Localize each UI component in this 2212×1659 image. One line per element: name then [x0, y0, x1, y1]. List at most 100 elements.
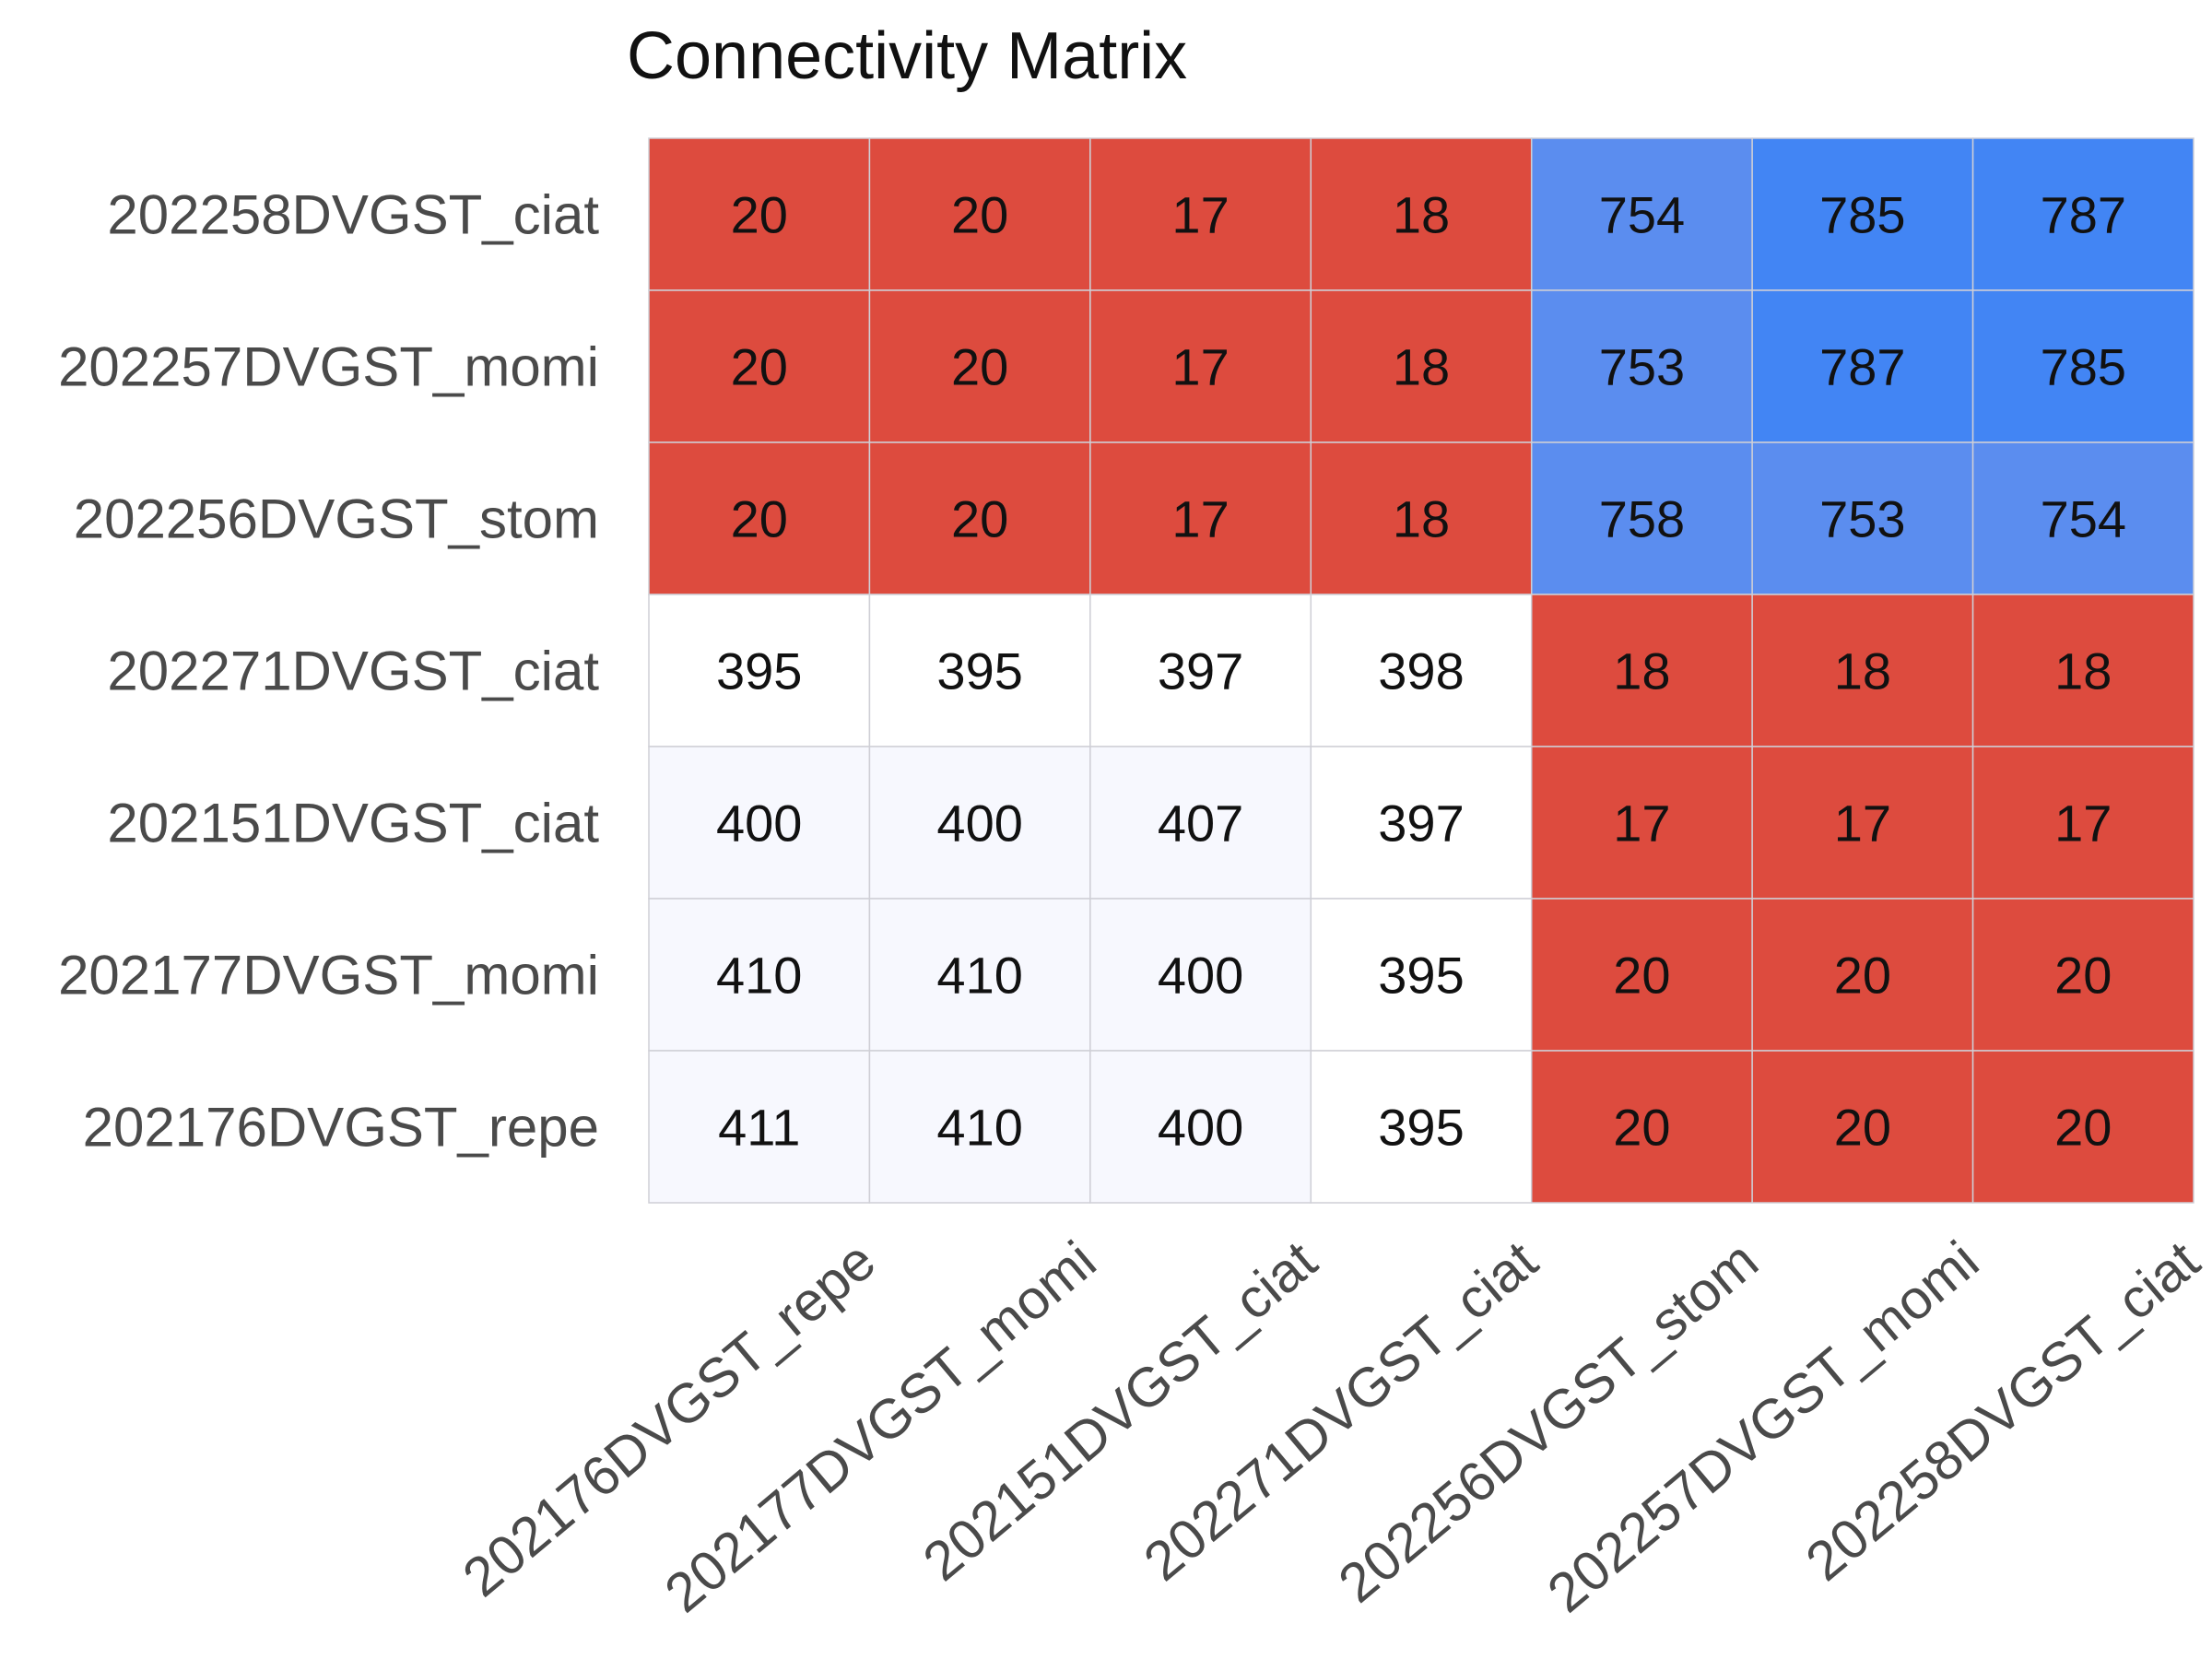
y-tick-label: 202256DVGST_stom [74, 488, 599, 550]
y-tick-label: 202176DVGST_repe [83, 1097, 599, 1159]
cell-value-label: 18 [1613, 642, 1670, 700]
x-tick-label: 202257DVGST_momi [1536, 1230, 1991, 1625]
cell-value-label: 20 [1834, 1099, 1891, 1157]
cell-value-label: 20 [731, 338, 788, 396]
heatmap-cell [868, 594, 1091, 747]
heatmap-cell [1751, 441, 1974, 595]
heatmap-cell [648, 594, 871, 747]
heatmap-cell [648, 746, 871, 900]
cell-value-label: 410 [936, 1099, 1022, 1157]
heatmap-cells: 20 20 17 18 754 785 787 20 20 17 18 753 787 785 20 20 17… [648, 137, 2194, 1204]
y-tick-label: 202271DVGST_ciat [107, 641, 599, 702]
heatmap-cell [1530, 137, 1753, 291]
cell-value-label: 17 [1171, 186, 1229, 244]
heatmap-cell [648, 137, 871, 291]
cell-value-label: 753 [1599, 338, 1685, 396]
cell-value-label: 17 [1171, 490, 1229, 548]
cell-value-label: 787 [2041, 186, 2126, 244]
heatmap-cell [868, 441, 1091, 595]
heatmap-cell [1971, 441, 2194, 595]
cell-value-label: 787 [1819, 338, 1905, 396]
cell-value-label: 785 [2041, 338, 2126, 396]
x-tick-label: 202256DVGST_stom [1327, 1230, 1770, 1615]
heatmap-cell [1530, 898, 1753, 1052]
heatmap-cell [1971, 289, 2194, 443]
cell-value-label: 758 [1599, 490, 1685, 548]
heatmap-cell [1530, 289, 1753, 443]
y-axis-labels: 202258DVGST_ciat 202257DVGST_momi 202256DV… [58, 184, 599, 1159]
heatmap-cell [1530, 441, 1753, 595]
cell-value-label: 400 [1158, 1099, 1243, 1157]
cell-value-label: 395 [716, 642, 802, 700]
heatmap-cell [1310, 137, 1533, 291]
cell-value-label: 20 [2054, 947, 2112, 1005]
heatmap-cell [1971, 898, 2194, 1052]
cell-value-label: 20 [2054, 1099, 2112, 1157]
heatmap-cell [1310, 594, 1533, 747]
cell-value-label: 18 [1393, 186, 1450, 244]
cell-value-label: 398 [1378, 642, 1464, 700]
cell-value-label: 400 [716, 794, 802, 853]
cell-value-label: 17 [1171, 338, 1229, 396]
cell-value-label: 411 [718, 1099, 800, 1157]
cell-value-label: 397 [1158, 642, 1243, 700]
cell-value-label: 18 [1393, 338, 1450, 396]
heatmap-cell [1310, 441, 1533, 595]
heatmap-cell [1751, 289, 1974, 443]
cell-value-label: 20 [951, 186, 1008, 244]
y-tick-label: 202151DVGST_ciat [107, 793, 599, 854]
cell-value-label: 395 [936, 642, 1022, 700]
cell-value-label: 410 [716, 947, 802, 1005]
cell-value-label: 400 [1158, 947, 1243, 1005]
cell-value-label: 20 [1834, 947, 1891, 1005]
heatmap-cell [1971, 1050, 2194, 1204]
x-tick-label: 202258DVGST_ciat [1794, 1229, 2211, 1593]
cell-value-label: 785 [1819, 186, 1905, 244]
y-tick-label: 202177DVGST_momi [58, 945, 599, 1006]
cell-value-label: 18 [1393, 490, 1450, 548]
heatmap-cell [1751, 594, 1974, 747]
cell-value-label: 754 [1599, 186, 1685, 244]
cell-value-label: 20 [731, 186, 788, 244]
cell-value-label: 395 [1378, 1099, 1464, 1157]
heatmap-cell [1089, 137, 1312, 291]
heatmap-cell [1310, 1050, 1533, 1204]
cell-value-label: 20 [951, 490, 1008, 548]
cell-value-label: 400 [936, 794, 1022, 853]
x-tick-label: 202177DVGST_momi [653, 1230, 1108, 1625]
cell-value-label: 20 [731, 490, 788, 548]
cell-value-label: 18 [2054, 642, 2112, 700]
heatmap-cell [868, 137, 1091, 291]
cell-value-label: 17 [1834, 794, 1891, 853]
heatmap-cell [1751, 1050, 1974, 1204]
heatmap-cell [1089, 898, 1312, 1052]
cell-value-label: 20 [1613, 947, 1670, 1005]
cell-value-label: 395 [1378, 947, 1464, 1005]
cell-value-label: 20 [1613, 1099, 1670, 1157]
heatmap-cell [648, 441, 871, 595]
heatmap-cell [648, 898, 871, 1052]
heatmap-cell [648, 1050, 871, 1204]
cell-value-label: 397 [1378, 794, 1464, 853]
cell-value-label: 410 [936, 947, 1022, 1005]
y-tick-label: 202257DVGST_momi [58, 336, 599, 398]
cell-value-label: 18 [1834, 642, 1891, 700]
heatmap-cell [1971, 746, 2194, 900]
x-tick-label: 202271DVGST_ciat [1132, 1229, 1548, 1593]
cell-value-label: 20 [951, 338, 1008, 396]
x-axis-labels: 202176DVGST_repe202177DVGST_momi202151DV… [452, 1229, 2211, 1624]
heatmap-cell [1089, 441, 1312, 595]
heatmap-cell [1530, 1050, 1753, 1204]
heatmap-cell [1089, 746, 1312, 900]
heatmap-cell [1751, 137, 1974, 291]
heatmap-cell [1310, 898, 1533, 1052]
heatmap-cell [1089, 1050, 1312, 1204]
x-tick-label: 202151DVGST_ciat [912, 1229, 1328, 1593]
x-tick-label: 202176DVGST_repe [452, 1230, 887, 1609]
heatmap-cell [868, 898, 1091, 1052]
heatmap-cell [1971, 594, 2194, 747]
cell-value-label: 754 [2041, 490, 2126, 548]
y-tick-label: 202258DVGST_ciat [107, 184, 599, 246]
chart-title: Connectivity Matrix [627, 19, 1187, 93]
